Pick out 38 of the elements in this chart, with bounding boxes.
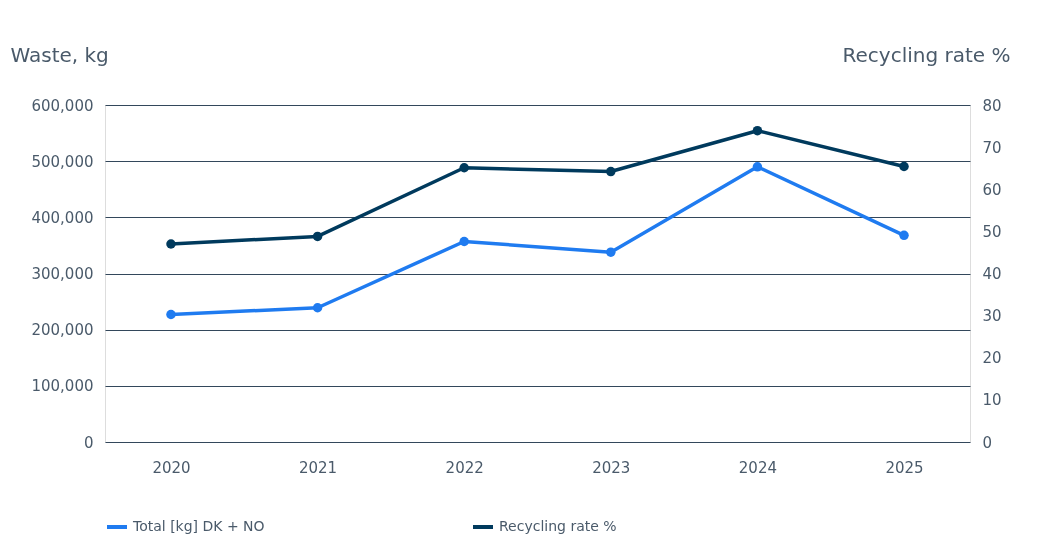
point (459, 163, 469, 173)
point (459, 236, 469, 247)
y-tick-label: 100,000 (31, 377, 94, 396)
point (166, 309, 176, 320)
y2-axis-title: Recycling rate % (842, 42, 1011, 67)
legend-label: Total [kg] DK + NO (132, 518, 265, 534)
y2-tick-label: 30 (982, 307, 1002, 326)
point (752, 162, 763, 172)
x-tick-label: 2024 (738, 458, 778, 477)
x-tick-label: 2023 (592, 458, 631, 477)
point (312, 231, 323, 242)
y-tick-label: 200,000 (31, 321, 94, 340)
x-tick-label: 2021 (298, 458, 338, 477)
y-tick-label: 600,000 (31, 96, 94, 115)
y2-tick-label: 70 (982, 138, 1002, 157)
y-tick-label: 300,000 (31, 265, 94, 283)
y2-tick-label: 60 (982, 180, 1002, 199)
point (899, 230, 909, 241)
legend-label: Recycling rate % (499, 518, 617, 534)
point (166, 239, 176, 249)
x-tick-label: 2025 (885, 458, 924, 477)
y2-tick-label: 0 (982, 433, 993, 452)
y2-tick-label: 50 (982, 222, 1002, 241)
point (606, 247, 616, 257)
point (312, 303, 323, 313)
y-tick-label: 500,000 (31, 152, 94, 171)
point (752, 125, 763, 136)
y-tick-label: 400,000 (31, 208, 94, 227)
y2-tick-label: 20 (982, 349, 1002, 368)
point (899, 161, 909, 172)
y2-tick-label: 10 (982, 391, 1002, 410)
y-tick-label: 0 (83, 433, 94, 452)
x-tick-label: 2022 (445, 458, 484, 477)
x-tick-label: 2020 (152, 458, 191, 477)
y2-tick-label: 80 (982, 96, 1002, 115)
point (606, 166, 616, 177)
y2-tick-label: 40 (982, 265, 1002, 283)
y-axis-title: Waste, kg (10, 42, 109, 67)
